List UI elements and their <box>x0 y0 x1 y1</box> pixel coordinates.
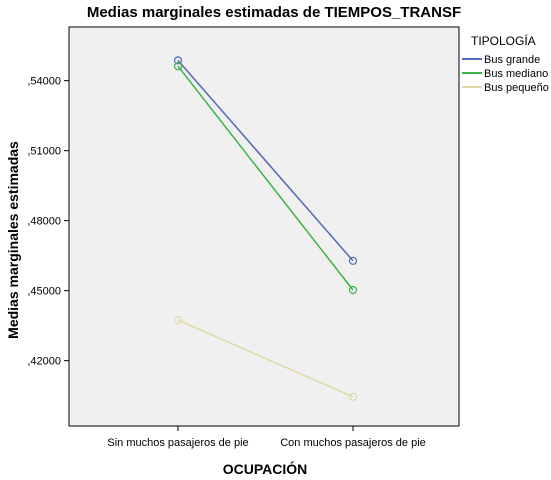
data-point <box>173 62 183 71</box>
legend-title: TIPOLOGÍA <box>471 33 536 48</box>
chart-title: Medias marginales estimadas de TIEMPOS_T… <box>87 4 461 21</box>
legend-item-label: Bus pequeño <box>484 82 549 94</box>
series-bus-grande <box>173 56 358 265</box>
series-bus-pequeño <box>173 316 358 401</box>
y-axis: ,42000 ,45000 ,48000 ,51000 ,54000 <box>27 76 69 368</box>
data-point <box>348 285 358 295</box>
y-tick-label: ,51000 <box>27 146 61 158</box>
y-tick-label: ,45000 <box>27 286 61 298</box>
y-axis-label: Medias marginales estimadas <box>5 141 21 339</box>
data-point <box>173 56 183 65</box>
x-tick-label: Sin muchos pasajeros de pie <box>107 437 248 449</box>
legend-item-label: Bus mediano <box>484 68 548 80</box>
plot-area <box>68 26 460 427</box>
y-tick-label: ,42000 <box>27 356 61 368</box>
y-tick-label: ,48000 <box>27 216 61 228</box>
series-line <box>177 59 354 262</box>
x-axis-label: OCUPACIÓN <box>223 460 308 477</box>
series-bus-mediano <box>173 62 358 295</box>
legend: TIPOLOGÍA Bus grande Bus mediano Bus peque… <box>462 33 549 94</box>
data-point <box>173 316 183 325</box>
series-line <box>177 319 354 398</box>
series-layer <box>173 56 358 401</box>
series-line <box>177 65 354 291</box>
x-axis: Sin muchos pasajeros de pie Con muchos pa… <box>107 426 426 449</box>
legend-item-label: Bus grande <box>484 54 540 66</box>
data-point <box>348 392 358 401</box>
x-tick-label: Con muchos pasajeros de pie <box>280 437 426 449</box>
data-point <box>348 256 358 265</box>
y-tick-label: ,54000 <box>27 76 61 88</box>
